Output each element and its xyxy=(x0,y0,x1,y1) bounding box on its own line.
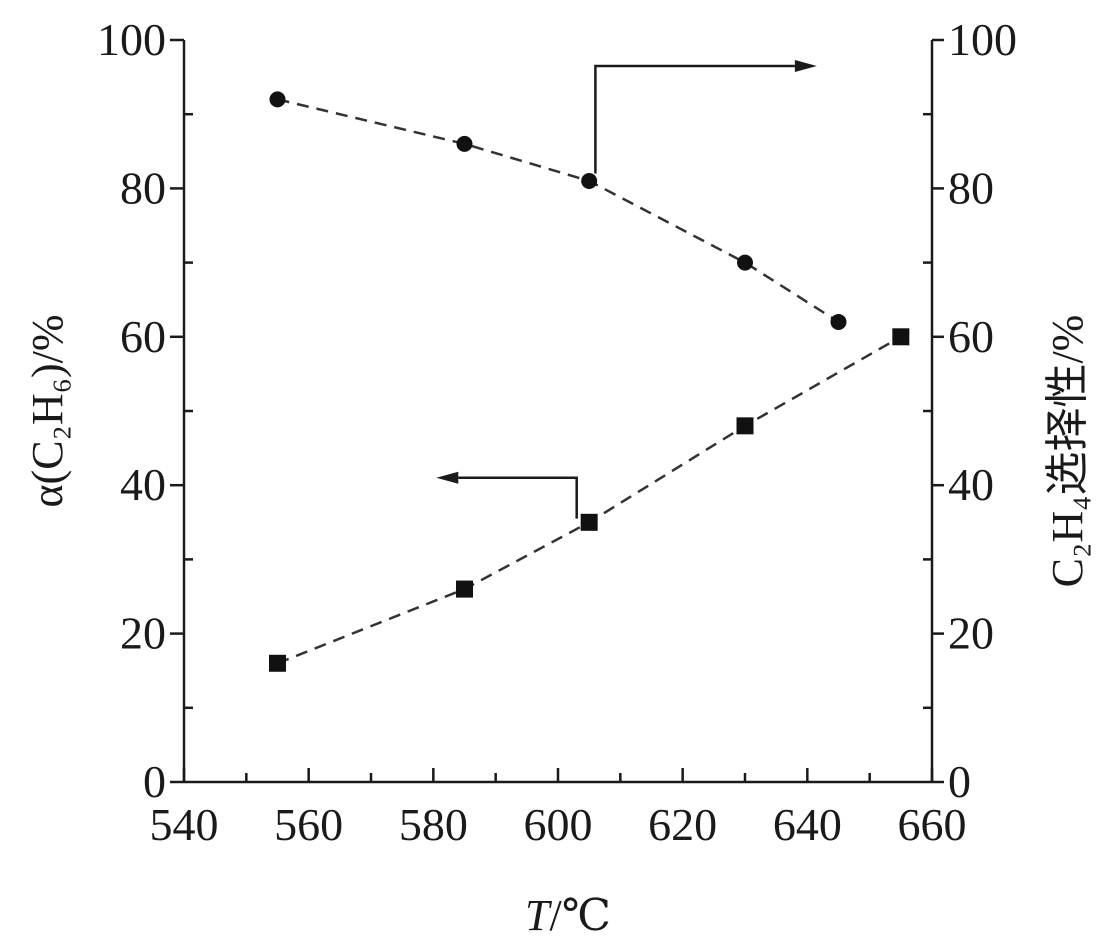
y-right-tick-label: 80 xyxy=(948,162,994,213)
y-left-tick-label: 20 xyxy=(120,608,166,659)
x-axis-title-unit: /℃ xyxy=(550,891,611,940)
y-left-axis-title: α(C₂H₆)/% xyxy=(23,314,72,507)
data-point-circle xyxy=(737,254,753,271)
data-point-square xyxy=(580,513,598,531)
x-axis-title-symbol: T xyxy=(525,891,553,940)
tick-labels: 540 560 580 600 620 640 6600204060801000204060… xyxy=(97,14,1017,850)
x-tick-label: 640 xyxy=(773,799,842,850)
x-tick-label: 600 xyxy=(524,799,593,850)
y-left-tick-label: 100 xyxy=(97,14,166,65)
x-tick-label: 620 xyxy=(648,799,717,850)
y-right-tick-label: 20 xyxy=(948,608,994,659)
series-indicator-arrows xyxy=(436,59,817,519)
y-right-axis-title: C₂H₄选择性/% xyxy=(1043,315,1092,588)
y-left-tick-label: 60 xyxy=(120,311,166,362)
data-point-circle xyxy=(456,135,473,152)
y-left-tick-label: 80 xyxy=(120,162,166,213)
y-left-tick-label: 0 xyxy=(143,756,166,807)
arrowhead-left xyxy=(436,471,459,484)
arrowhead-right xyxy=(794,59,817,72)
data-point-circle xyxy=(581,172,598,189)
y-left-tick-label: 40 xyxy=(120,459,166,510)
ticks xyxy=(170,38,944,784)
data-point-square xyxy=(269,654,286,672)
arrow-right-axis xyxy=(594,64,795,174)
data-point-square xyxy=(456,580,473,598)
data-point-circle xyxy=(830,313,847,330)
y-right-tick-label: 100 xyxy=(948,14,1017,65)
y-right-tick-label: 0 xyxy=(948,756,971,807)
y-right-tick-label: 40 xyxy=(948,459,994,510)
series-line-right xyxy=(277,98,840,324)
data-point-circle xyxy=(269,91,286,108)
x-axis-title: T/℃ xyxy=(525,891,611,940)
y-right-tick-label: 60 xyxy=(948,311,994,362)
x-tick-label: 540 xyxy=(150,799,219,850)
series-line-left xyxy=(277,335,902,665)
data-point-square xyxy=(736,417,754,435)
data-point-square xyxy=(892,328,910,346)
axis-titles: T/℃ α(C₂H₆)/% C₂H₄选择性/% xyxy=(23,314,1092,940)
x-tick-label: 580 xyxy=(399,799,468,850)
x-tick-label: 660 xyxy=(898,799,967,850)
axes xyxy=(182,40,934,784)
series xyxy=(269,91,910,672)
x-tick-label: 560 xyxy=(274,799,343,850)
arrow-left-axis xyxy=(458,476,578,519)
